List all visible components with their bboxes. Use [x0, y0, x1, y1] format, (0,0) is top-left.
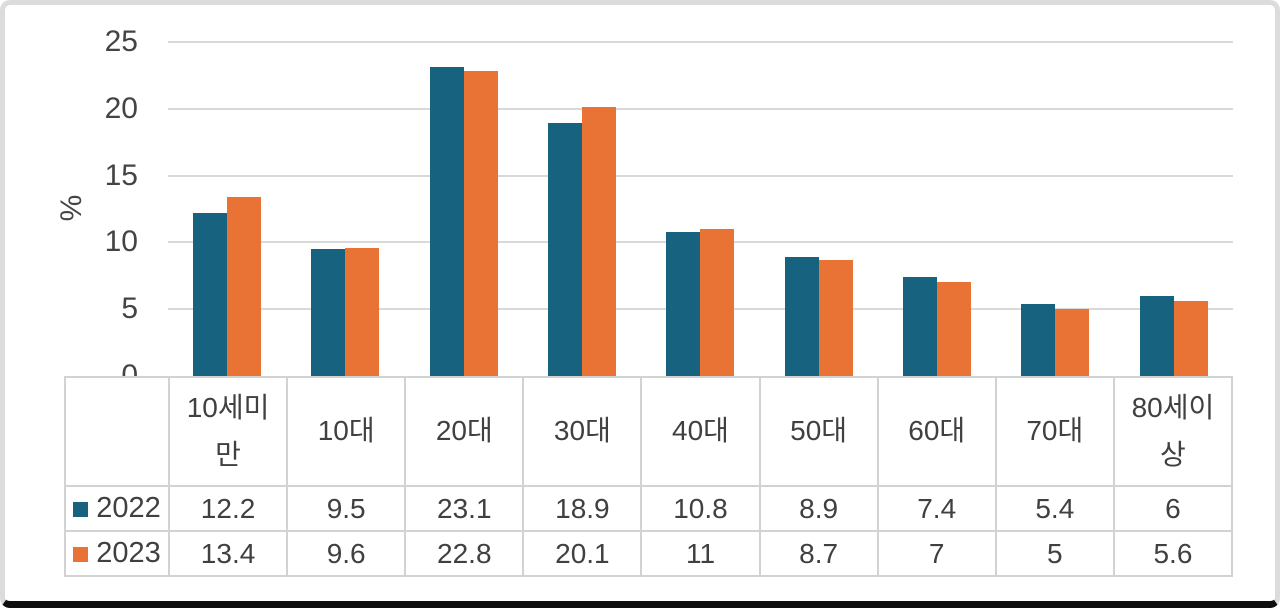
bar-2023-10대	[345, 248, 380, 376]
value-2022-70대: 5.4	[994, 485, 1115, 532]
legend-label-2023: 2023	[96, 537, 161, 570]
table-header-80세이상: 80세이상	[1112, 376, 1234, 487]
table-row-2022: 2022 12.2 9.5 23.1 18.9 10.8 8.9 7.4 5.4 6	[64, 485, 1234, 532]
table-header-10세미만: 10세미만	[167, 376, 289, 487]
legend-swatch-2023	[73, 547, 89, 563]
bar-2022-10세미만	[193, 213, 228, 376]
table-header-60대: 60대	[876, 376, 997, 487]
y-tick-label-25: 25	[104, 25, 138, 58]
legend-cell-2022: 2022	[64, 485, 170, 532]
legend-label-2022: 2022	[96, 492, 161, 525]
table-header-70대: 70대	[994, 376, 1115, 487]
y-tick-label-5: 5	[121, 292, 138, 326]
bar-group-50대	[760, 41, 878, 376]
bar-group-30대	[523, 41, 641, 376]
value-2022-40대: 10.8	[640, 485, 761, 532]
bar-group-10세미만	[168, 41, 286, 376]
bar-2022-30대	[548, 123, 583, 376]
table-header-row: 10세미만 10대 20대 30대 40대 50대 60대 70대 80세이상	[64, 376, 1234, 487]
bar-2023-70대	[1055, 309, 1090, 376]
value-2023-30대: 20.1	[522, 530, 643, 577]
value-2023-50대: 8.7	[758, 530, 879, 577]
value-2022-30대: 18.9	[522, 485, 643, 532]
bar-2023-20대	[463, 71, 498, 376]
bar-group-10대	[286, 41, 404, 376]
bar-2022-60대	[903, 277, 938, 376]
table-row-2023: 2023 13.4 9.6 22.8 20.1 11 8.7 7 5 5.6	[64, 530, 1234, 577]
bar-2022-20대	[429, 67, 464, 376]
bar-2022-70대	[1021, 304, 1056, 376]
bar-plot-area	[168, 41, 1233, 376]
value-2022-60대: 7.4	[876, 485, 997, 532]
value-2023-80세이상: 5.6	[1112, 530, 1234, 577]
data-table: 10세미만 10대 20대 30대 40대 50대 60대 70대 80세이상 2022 12.2…	[64, 376, 1234, 577]
value-2022-20대: 23.1	[404, 485, 525, 532]
gridline-15	[168, 174, 1233, 177]
bar-2022-80세이상	[1139, 296, 1174, 376]
value-2023-70대: 5	[994, 530, 1115, 577]
bar-group-20대	[405, 41, 523, 376]
bar-2022-50대	[784, 257, 819, 376]
value-2022-50대: 8.9	[758, 485, 879, 532]
bar-2023-10세미만	[227, 197, 262, 376]
value-2023-10세미만: 13.4	[167, 530, 289, 577]
bar-2023-80세이상	[1173, 301, 1208, 376]
y-tick-label-20: 20	[104, 91, 138, 125]
bar-2023-30대	[582, 107, 617, 376]
value-2022-10세미만: 12.2	[167, 485, 289, 532]
legend-cell-2023: 2023	[64, 530, 170, 577]
bar-2023-50대	[818, 260, 853, 376]
gridline-20	[168, 107, 1233, 110]
y-tick-label-15: 15	[104, 158, 138, 192]
value-2023-20대: 22.8	[404, 530, 525, 577]
value-2023-10대: 9.6	[286, 530, 407, 577]
gridline-25	[168, 41, 1233, 43]
value-2023-40대: 11	[640, 530, 761, 577]
table-header-10대: 10대	[286, 376, 407, 487]
table-header-30대: 30대	[522, 376, 643, 487]
bar-2022-40대	[666, 232, 701, 376]
bar-2023-40대	[700, 229, 735, 376]
bar-group-80세이상	[1115, 41, 1233, 376]
bar-group-60대	[878, 41, 996, 376]
bar-group-70대	[996, 41, 1114, 376]
table-header-50대: 50대	[758, 376, 879, 487]
table-corner-cell	[64, 376, 170, 487]
bar-2023-60대	[937, 282, 972, 376]
table-header-20대: 20대	[404, 376, 525, 487]
legend-swatch-2022	[73, 502, 89, 518]
value-2022-10대: 9.5	[286, 485, 407, 532]
table-header-40대: 40대	[640, 376, 761, 487]
bar-group-40대	[641, 41, 759, 376]
y-tick-label-10: 10	[104, 225, 138, 259]
value-2022-80세이상: 6	[1112, 485, 1234, 532]
bar-2022-10대	[311, 249, 346, 376]
value-2023-60대: 7	[876, 530, 997, 577]
